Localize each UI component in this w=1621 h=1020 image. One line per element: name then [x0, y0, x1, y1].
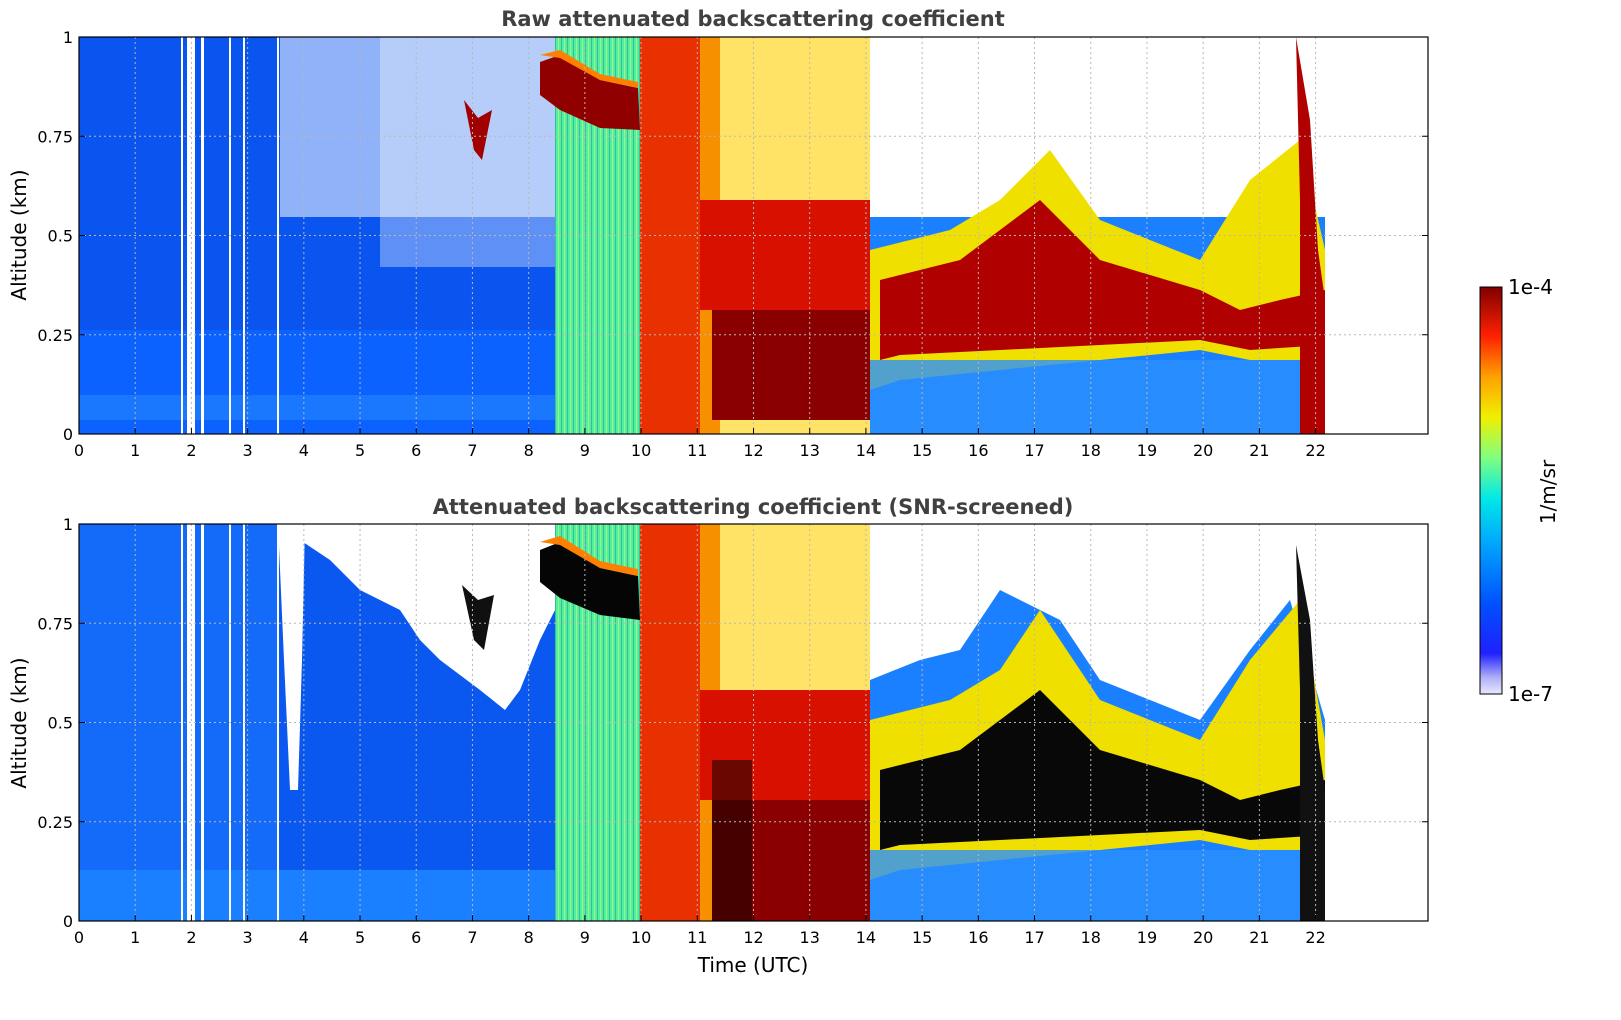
- bottom-x-tick-label: 6: [411, 928, 421, 947]
- bottom-y-axis-label: Altitude (km): [7, 657, 31, 788]
- bottom-x-tick-label: 9: [580, 928, 590, 947]
- top-x-ticks: 0 1 2 3 4 5 6 7 8 9 10 11 12 13 14 15 16 17 18 19 20 21 22: [74, 428, 1326, 460]
- top-y-ticks: 0 0.25 0.5 0.75 1: [37, 28, 1428, 444]
- top-x-tick-label: 10: [631, 441, 651, 460]
- bottom-x-tick-label: 16: [968, 928, 988, 947]
- top-x-tick-label: 5: [355, 441, 365, 460]
- top-x-tick-label: 20: [1193, 441, 1213, 460]
- bottom-x-tick-label: 15: [912, 928, 932, 947]
- bottom-x-tick-label: 5: [355, 928, 365, 947]
- bottom-x-tick-label: 20: [1193, 928, 1213, 947]
- bottom-x-tick-label: 18: [1081, 928, 1101, 947]
- top-x-tick-label: 15: [912, 441, 932, 460]
- top-x-tick-label: 9: [580, 441, 590, 460]
- bottom-x-tick-label: 22: [1305, 928, 1325, 947]
- top-y-tick-label: 0.75: [37, 127, 73, 146]
- bottom-x-tick-label: 7: [467, 928, 477, 947]
- bottom-x-tick-label: 19: [1137, 928, 1157, 947]
- top-y-axis-label: Altitude (km): [7, 169, 31, 300]
- bottom-x-tick-label: 21: [1249, 928, 1269, 947]
- bottom-x-tick-label: 0: [74, 928, 84, 947]
- bottom-x-tick-label: 4: [299, 928, 309, 947]
- bottom-y-tick-label: 1: [63, 515, 73, 534]
- top-y-tick-label: 0.5: [48, 227, 73, 246]
- bottom-x-tick-label: 17: [1024, 928, 1044, 947]
- bottom-x-tick-label: 10: [631, 928, 651, 947]
- top-x-tick-label: 18: [1081, 441, 1101, 460]
- top-x-tick-label: 22: [1305, 441, 1325, 460]
- top-x-tick-label: 8: [524, 441, 534, 460]
- colorbar-max-label: 1e-4: [1508, 275, 1553, 299]
- bottom-y-tick-label: 0.5: [48, 714, 73, 733]
- bottom-x-tick-label: 11: [687, 928, 707, 947]
- bottom-boundary-layer: [880, 690, 1325, 850]
- top-x-tick-label: 2: [186, 441, 196, 460]
- top-panel-title: Raw attenuated backscattering coefficien…: [501, 7, 1005, 31]
- bottom-y-tick-label: 0.75: [37, 614, 73, 633]
- top-residual-layer: [540, 55, 640, 130]
- colorbar-min-label: 1e-7: [1508, 682, 1553, 706]
- top-x-tick-label: 1: [130, 441, 140, 460]
- top-x-tick-label: 19: [1137, 441, 1157, 460]
- bottom-x-tick-label: 8: [524, 928, 534, 947]
- top-x-tick-label: 21: [1249, 441, 1269, 460]
- top-x-tick-label: 4: [299, 441, 309, 460]
- bottom-x-tick-label: 13: [800, 928, 820, 947]
- top-y-tick-label: 0: [63, 425, 73, 444]
- top-x-tick-label: 14: [856, 441, 876, 460]
- bottom-x-tick-label: 3: [243, 928, 253, 947]
- bottom-y-tick-label: 0: [63, 912, 73, 931]
- colorbar-unit-label: 1/m/sr: [1536, 459, 1560, 524]
- top-x-tick-label: 0: [74, 441, 84, 460]
- top-grid: [79, 37, 1428, 434]
- top-x-tick-label: 17: [1024, 441, 1044, 460]
- top-x-tick-label: 13: [800, 441, 820, 460]
- top-x-tick-label: 7: [467, 441, 477, 460]
- top-cloud-7utc: [464, 100, 492, 160]
- bottom-x-tick-label: 14: [856, 928, 876, 947]
- colorbar: 1e-4 1e-7 1/m/sr: [1479, 275, 1560, 706]
- top-y-tick-label: 0.25: [37, 326, 73, 345]
- bottom-x-tick-label: 12: [743, 928, 763, 947]
- top-x-tick-label: 16: [968, 441, 988, 460]
- bottom-screened-upper: [280, 524, 560, 710]
- bottom-grid: [79, 524, 1428, 921]
- colorbar-gradient: [1479, 286, 1503, 695]
- bottom-panel-title: Attenuated backscattering coefficient (S…: [433, 495, 1074, 519]
- top-y-tick-label: 1: [63, 28, 73, 47]
- bottom-y-ticks: 0 0.25 0.5 0.75 1: [37, 515, 1428, 931]
- bottom-screened-notch: [278, 524, 305, 790]
- top-x-tick-label: 3: [243, 441, 253, 460]
- bottom-x-ticks: 0 1 2 3 4 5 6 7 8 9 10 11 12 13 14 15 16 17 18 19 20 21 22: [74, 915, 1326, 947]
- bottom-x-axis-label: Time (UTC): [697, 953, 809, 977]
- bottom-y-tick-label: 0.25: [37, 813, 73, 832]
- bottom-x-tick-label: 2: [186, 928, 196, 947]
- top-x-tick-label: 12: [743, 441, 763, 460]
- bottom-residual-layer: [540, 542, 640, 620]
- top-x-tick-label: 6: [411, 441, 421, 460]
- bottom-x-tick-label: 1: [130, 928, 140, 947]
- top-x-tick-label: 11: [687, 441, 707, 460]
